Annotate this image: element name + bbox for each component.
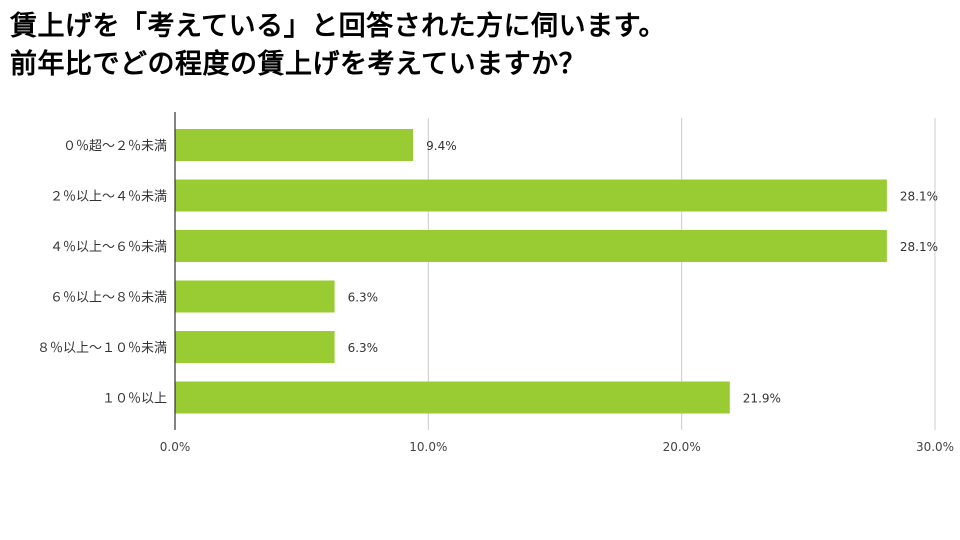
x-tick-label-0: 0.0% <box>160 440 191 454</box>
data-label-2: 28.1% <box>900 240 938 254</box>
category-label-5: １０％以上 <box>102 392 167 407</box>
category-label-3: ６％以上～８％未満 <box>50 291 167 306</box>
chart-title: 賃上げを「考えている」と回答された方に伺います。 前年比でどの程度の賃上げを考え… <box>10 8 950 84</box>
chart-title-line-2: 前年比でどの程度の賃上げを考えていますか？ <box>10 49 587 80</box>
category-label-4: ８％以上～１０％未満 <box>37 341 167 356</box>
bar-2 <box>175 230 887 262</box>
bar-5 <box>175 381 730 414</box>
category-label-0: ０％超～２％未満 <box>63 139 167 154</box>
x-tick-label-2: 20.0% <box>663 440 701 454</box>
category-label-2: ４％以上～６％未満 <box>50 240 167 255</box>
chart-title-line-1: 賃上げを「考えている」と回答された方に伺います。 <box>10 11 666 42</box>
data-label-3: 6.3% <box>348 291 379 305</box>
bar-0 <box>175 129 414 161</box>
x-tick-label-3: 30.0% <box>916 440 954 454</box>
bar-4 <box>175 331 335 363</box>
data-label-1: 28.1% <box>900 190 938 204</box>
bar-1 <box>175 179 887 212</box>
category-label-1: ２％以上～４％未満 <box>50 190 167 205</box>
data-label-0: 9.4% <box>426 139 457 153</box>
bar-3 <box>175 280 335 313</box>
x-tick-label-1: 10.0% <box>409 440 447 454</box>
data-label-5: 21.9% <box>743 392 781 406</box>
data-label-4: 6.3% <box>348 341 379 355</box>
